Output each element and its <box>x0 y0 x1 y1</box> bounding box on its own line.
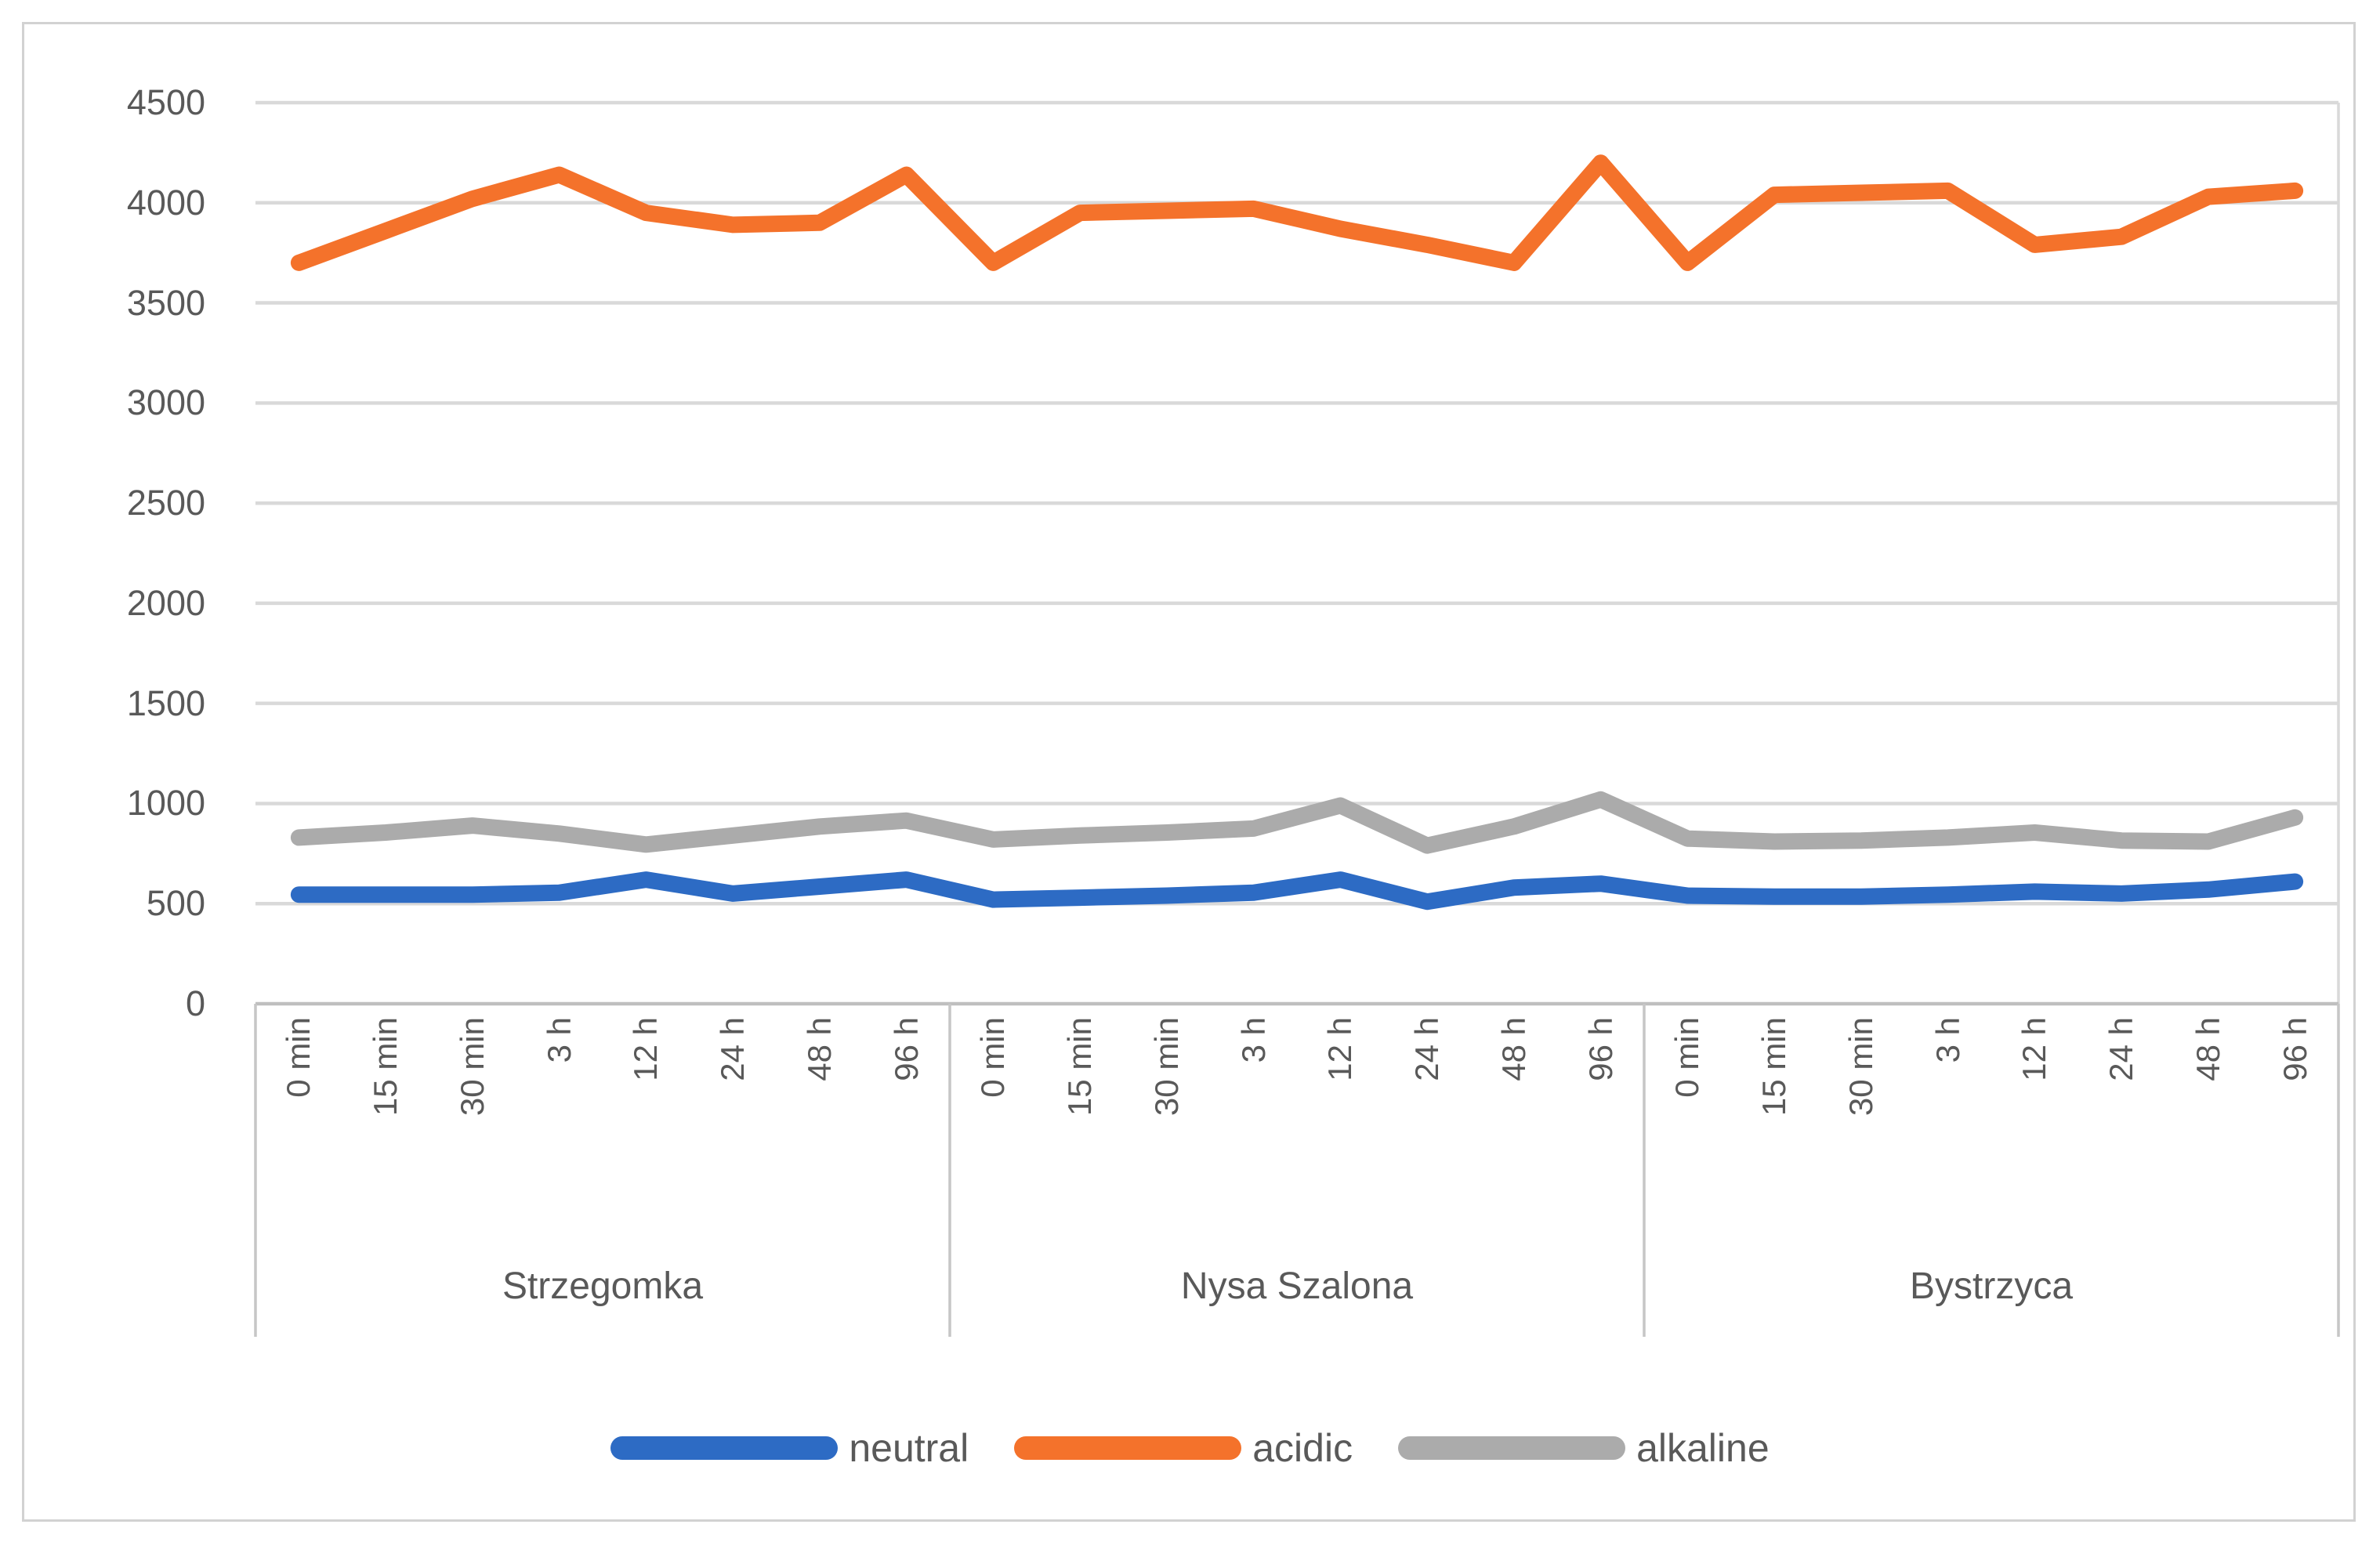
x-tick-label: 0 min <box>1668 1017 1706 1098</box>
x-tick-label: 12 h <box>1321 1017 1359 1081</box>
y-tick-label: 500 <box>146 883 205 924</box>
x-group-label: Bystrzyca <box>1909 1265 2074 1307</box>
x-tick-label: 96 h <box>887 1017 925 1081</box>
x-tick-label: 30 min <box>1842 1017 1879 1117</box>
alkaline-line-swatch-icon <box>1398 1436 1626 1460</box>
x-tick-label: 12 h <box>2016 1017 2053 1081</box>
y-tick-label: 0 <box>185 983 205 1023</box>
series-line-neutral <box>290 871 2304 911</box>
x-tick-label: 48 h <box>1494 1017 1532 1081</box>
acidic-line-swatch-icon <box>1014 1436 1242 1460</box>
x-tick-label: 30 min <box>453 1017 491 1117</box>
x-group-label: Nysa Szalona <box>1180 1265 1414 1307</box>
series-line-alkaline <box>290 791 2304 854</box>
x-tick-label: 0 min <box>974 1017 1012 1098</box>
y-tick-label: 3500 <box>126 282 205 323</box>
x-tick-label: 3 h <box>1929 1017 1966 1063</box>
y-tick-label: 4000 <box>126 182 205 223</box>
x-tick-label: 15 min <box>1061 1017 1099 1117</box>
x-tick-label: 24 h <box>714 1017 752 1081</box>
legend-item-neutral: neutral <box>610 1425 969 1472</box>
y-tick-label: 2500 <box>126 483 205 523</box>
x-tick-label: 3 h <box>540 1017 578 1063</box>
x-tick-label: 15 min <box>1755 1017 1793 1117</box>
chart-border-frame <box>22 22 2356 1522</box>
x-tick-label: 3 h <box>1234 1017 1272 1063</box>
legend-label: acidic <box>1252 1426 1353 1470</box>
x-tick-label: 0 min <box>280 1017 317 1098</box>
y-tick-label: 1500 <box>126 682 205 723</box>
y-tick-label: 1000 <box>126 783 205 824</box>
x-tick-label: 24 h <box>1408 1017 1446 1081</box>
x-tick-label: 24 h <box>2103 1017 2140 1081</box>
legend-item-alkaline: alkaline <box>1398 1425 1770 1472</box>
legend-item-acidic: acidic <box>1014 1425 1353 1472</box>
legend: neutral acidic alkaline <box>0 1417 2380 1479</box>
series-line-acidic <box>290 154 2304 271</box>
x-tick-label: 48 h <box>2189 1017 2226 1081</box>
y-tick-label: 4500 <box>126 82 205 122</box>
legend-label: alkaline <box>1636 1426 1770 1470</box>
x-tick-label: 30 min <box>1147 1017 1185 1117</box>
x-tick-label: 96 h <box>1581 1017 1619 1081</box>
x-tick-label: 15 min <box>367 1017 404 1117</box>
x-tick-label: 12 h <box>627 1017 665 1081</box>
y-tick-label: 2000 <box>126 582 205 623</box>
y-tick-label: 3000 <box>126 382 205 423</box>
x-tick-label: 48 h <box>800 1017 838 1081</box>
x-tick-label: 96 h <box>2276 1017 2313 1081</box>
x-group-label: Strzegomka <box>502 1265 704 1307</box>
neutral-line-swatch-icon <box>610 1436 839 1460</box>
legend-label: neutral <box>849 1426 969 1470</box>
